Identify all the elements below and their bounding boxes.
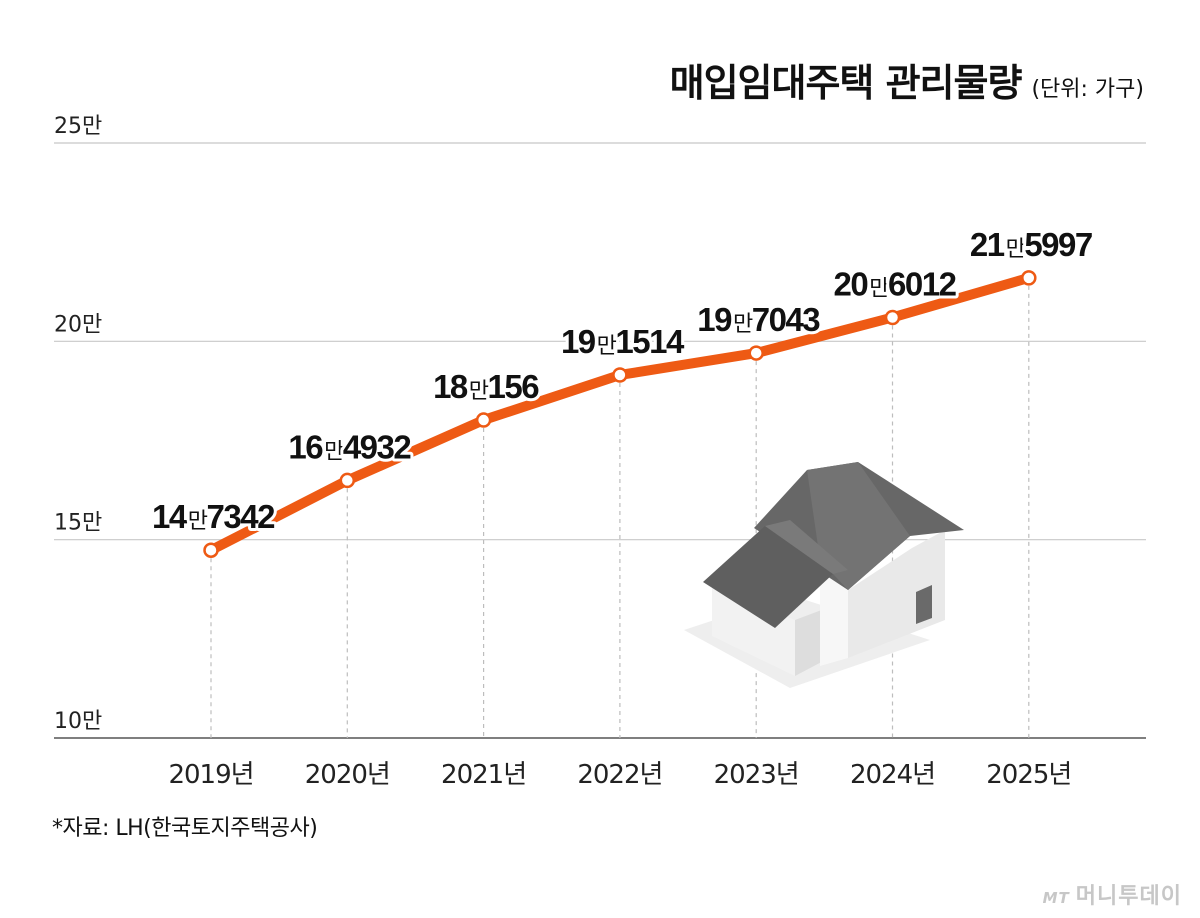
data-point — [884, 309, 901, 326]
data-label: 14만7342 — [152, 498, 275, 535]
x-tick-label: 2022년 — [577, 760, 662, 790]
data-label-unit: 만 — [469, 378, 489, 403]
data-label: 20만6012 — [834, 265, 957, 302]
vertical-guides — [210, 285, 1030, 738]
data-label-tail: 1514 — [615, 323, 685, 360]
data-label-unit: 만 — [324, 438, 344, 463]
x-tick-label: 2023년 — [714, 760, 799, 790]
data-label: 16만4932 — [288, 428, 411, 465]
unit-label: (단위: 가구) — [1031, 77, 1144, 102]
data-label-head: 16 — [288, 428, 323, 465]
data-label-tail: 4932 — [343, 428, 412, 465]
brand-logo: MT 머니투데이 — [1043, 878, 1182, 910]
brand-mark: MT — [1042, 889, 1070, 907]
x-tick-label: 2025년 — [986, 760, 1071, 790]
x-tick-label: 2019년 — [168, 760, 253, 790]
data-label-head: 19 — [561, 323, 596, 360]
data-label: 18만156 — [433, 368, 539, 405]
data-label-head: 19 — [697, 301, 732, 338]
data-label-unit: 만 — [869, 275, 889, 300]
data-label-head: 18 — [433, 368, 468, 405]
source-note: *자료: LH(한국토지주택공사) — [52, 816, 318, 841]
data-label-tail: 7342 — [207, 498, 276, 535]
data-label: 21만5997 — [970, 226, 1092, 263]
x-axis-ticks: 2019년 2020년 2021년 2022년 2023년 2024년 2025년 — [168, 760, 1072, 790]
chart-title-text: 매입임대주택 관리물량 — [669, 61, 1023, 105]
data-label-unit: 만 — [733, 311, 753, 336]
data-point — [475, 412, 492, 428]
data-label-unit: 만 — [1006, 236, 1026, 261]
data-markers — [203, 270, 1037, 558]
data-label-unit: 만 — [597, 333, 617, 358]
data-label-tail: 6012 — [888, 265, 957, 302]
y-tick-label: 10만 — [54, 709, 102, 734]
data-label-head: 14 — [152, 498, 188, 535]
data-label-tail: 156 — [488, 368, 540, 405]
data-label-tail: 7043 — [752, 301, 821, 338]
y-axis-ticks: 10만 15만 20만 25만 — [54, 114, 102, 734]
brand-name: 머니투데이 — [1075, 884, 1182, 909]
data-point — [1021, 270, 1037, 286]
data-label-unit: 만 — [188, 508, 208, 533]
house-icon — [684, 462, 964, 688]
data-point — [203, 542, 219, 558]
data-label: 19만7043 — [697, 301, 820, 338]
chart-title: 매입임대주택 관리물량 (단위: 가구) — [670, 52, 1144, 107]
x-tick-label: 2021년 — [441, 760, 526, 790]
data-point — [612, 367, 628, 383]
x-tick-label: 2024년 — [850, 760, 935, 790]
y-tick-label: 20만 — [54, 312, 102, 337]
data-point — [339, 472, 356, 489]
y-tick-label: 15만 — [54, 511, 102, 536]
data-label-head: 21 — [970, 226, 1005, 263]
x-tick-label: 2020년 — [305, 760, 390, 790]
data-label: 19만1514 — [561, 323, 685, 360]
data-label-tail: 5997 — [1024, 226, 1092, 263]
data-labels: 14만734216만493218만15619만151419만704320만601… — [149, 223, 1096, 538]
data-label-head: 20 — [834, 265, 868, 302]
data-point — [748, 345, 764, 361]
y-tick-label: 25만 — [54, 114, 102, 139]
